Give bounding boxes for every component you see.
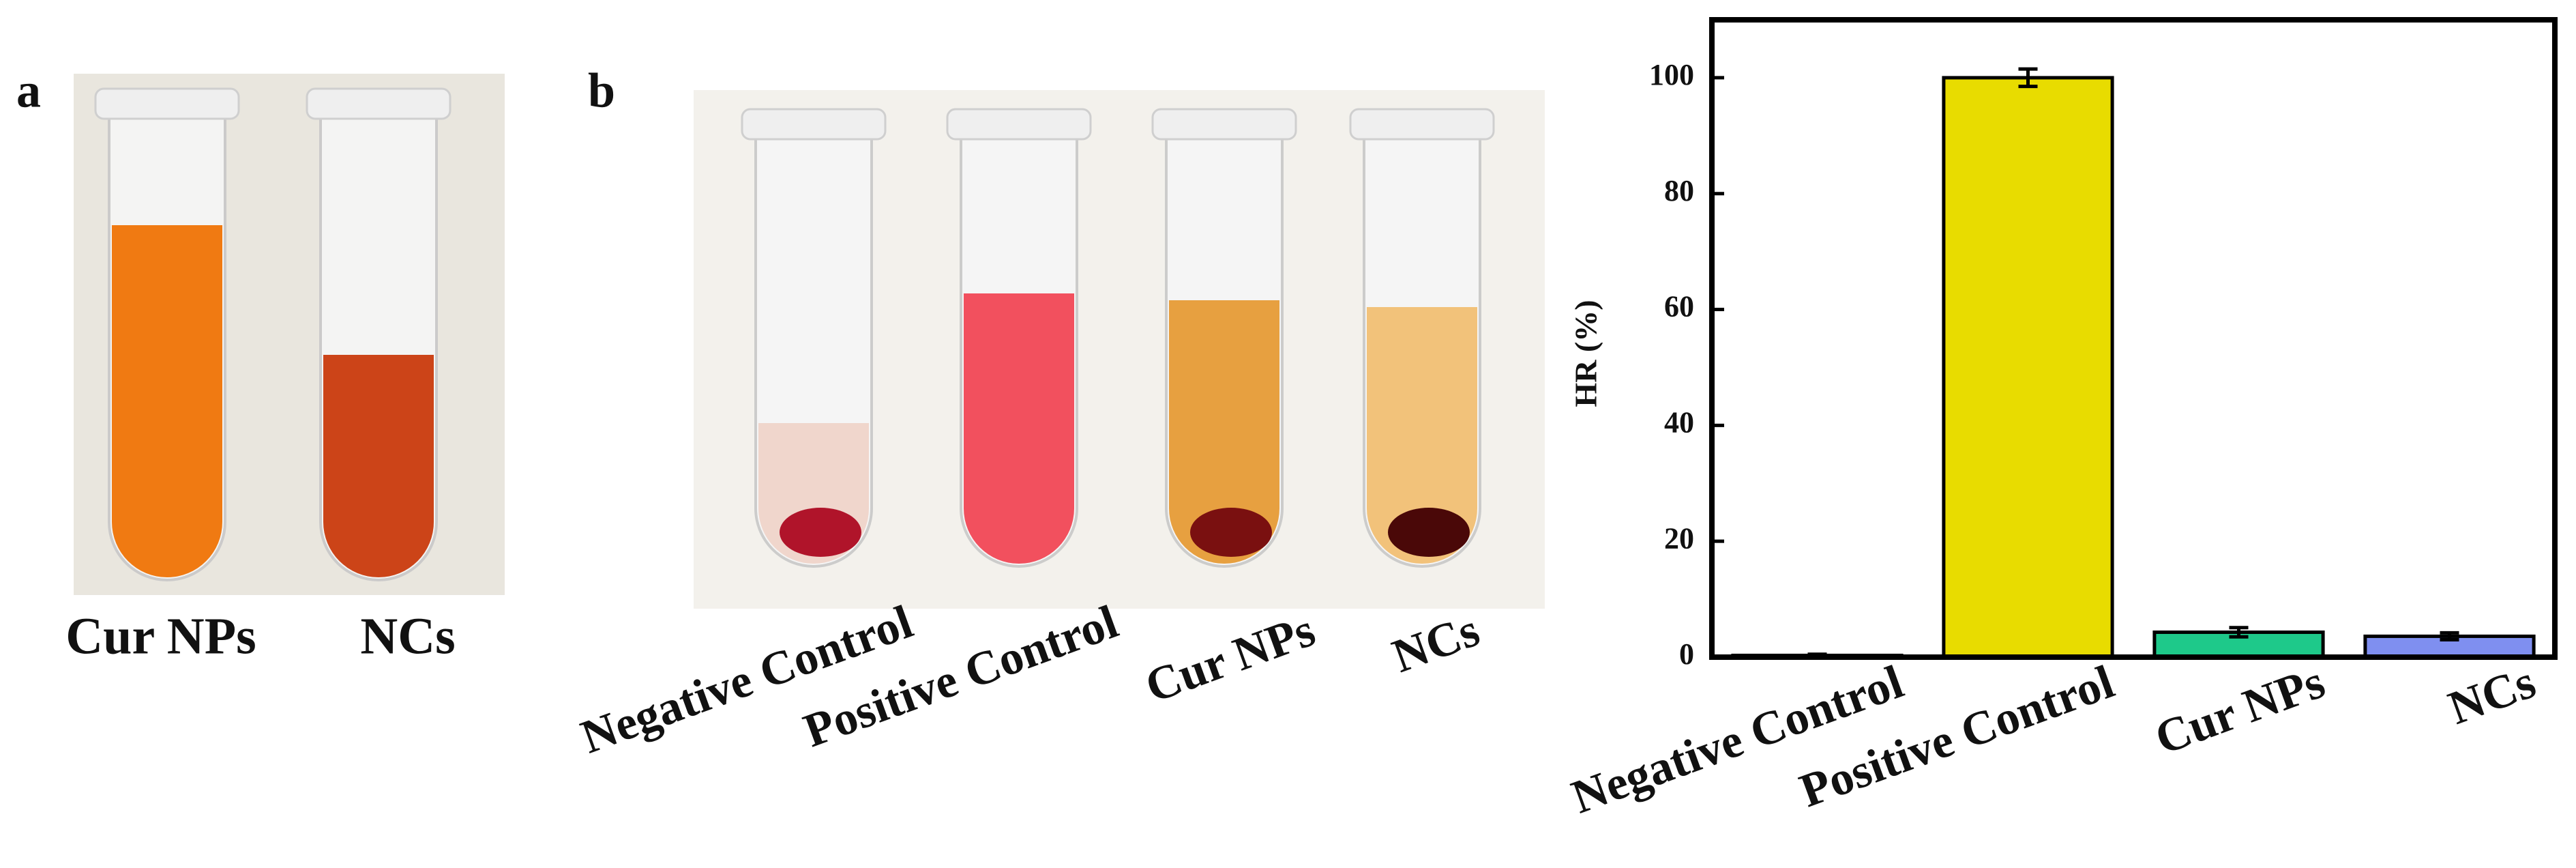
photo-caption: Negative Control bbox=[574, 596, 919, 764]
photo-caption: Cur NPs bbox=[1139, 604, 1322, 713]
tube-cap bbox=[94, 87, 240, 120]
tube-cap bbox=[1349, 108, 1495, 141]
pellet bbox=[780, 508, 861, 557]
liquid bbox=[323, 355, 434, 577]
tube-cap bbox=[741, 108, 887, 141]
y-tick-label: 100 bbox=[1649, 58, 1694, 91]
y-tick-label: 60 bbox=[1664, 290, 1694, 323]
tube-cap bbox=[306, 87, 451, 120]
liquid bbox=[1367, 307, 1477, 564]
photo-caption: NCs bbox=[360, 607, 455, 665]
liquid bbox=[112, 225, 222, 577]
pellet bbox=[1190, 508, 1272, 557]
y-tick-label: 0 bbox=[1679, 637, 1694, 671]
tubes bbox=[94, 87, 1495, 581]
liquid bbox=[1169, 300, 1279, 564]
y-axis-label: HR (%) bbox=[1569, 300, 1603, 407]
x-tick-label: Cur NPs bbox=[2148, 656, 2331, 765]
tube-cap bbox=[946, 108, 1092, 141]
photo-caption: NCs bbox=[1386, 604, 1486, 683]
plot-frame bbox=[1709, 17, 2558, 660]
liquid bbox=[964, 293, 1074, 564]
y-tick-label: 20 bbox=[1664, 521, 1694, 555]
pellet bbox=[1388, 508, 1470, 557]
tube-cap bbox=[1151, 108, 1297, 141]
x-tick-label: NCs bbox=[2442, 656, 2543, 735]
photo-caption: Cur NPs bbox=[65, 607, 256, 665]
bar bbox=[1942, 76, 2114, 659]
y-tick-label: 80 bbox=[1664, 174, 1694, 207]
panel-label: b bbox=[588, 63, 615, 118]
y-tick-label: 40 bbox=[1664, 405, 1694, 439]
panel-label: a bbox=[16, 63, 41, 118]
